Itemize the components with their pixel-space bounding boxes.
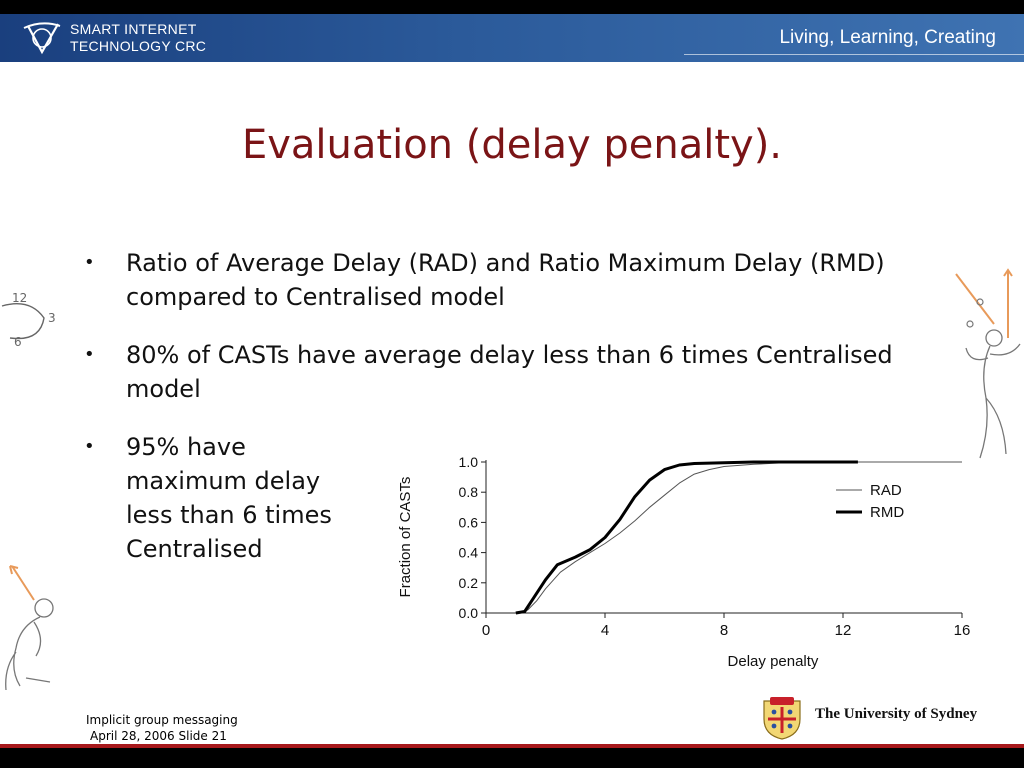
university-crest-icon [763, 697, 801, 740]
chart-lines [515, 460, 962, 615]
smart-internet-logo-icon [23, 22, 61, 55]
bullet-text: 95% have maximum delay less than 6 times… [126, 433, 332, 563]
x-tick-label: 12 [835, 622, 852, 639]
org-name: SMART INTERNET TECHNOLOGY CRC [70, 21, 206, 55]
svg-text:12: 12 [12, 291, 27, 305]
svg-text:3: 3 [48, 311, 56, 325]
series-line-rmd [515, 460, 858, 615]
bullet-item: • 95% have maximum delay less than 6 tim… [84, 430, 346, 566]
bullet-dot-icon: • [84, 252, 95, 273]
y-tick-label: 0.6 [459, 514, 479, 530]
bullet-text: Ratio of Average Delay (RAD) and Ratio M… [126, 249, 885, 311]
x-axis-label: Delay penalty [728, 653, 819, 670]
x-tick-label: 0 [482, 622, 490, 639]
top-border [0, 0, 1024, 14]
legend-label: RAD [870, 482, 902, 499]
y-tick-label: 0.2 [459, 575, 479, 591]
chart-ticks: 0.0 0.2 0.4 0.6 0.8 1.0 0 4 8 12 16 [459, 454, 971, 639]
footer-line1: Implicit group messaging [86, 713, 238, 727]
bullet-item: • Ratio of Average Delay (RAD) and Ratio… [84, 246, 944, 314]
slide-title: Evaluation (delay penalty). [241, 122, 783, 168]
footer-red-bar [0, 744, 1024, 748]
x-tick-label: 16 [954, 622, 971, 639]
y-tick-label: 0.8 [459, 484, 479, 500]
bottom-border [0, 748, 1024, 768]
bullet-text: 80% of CASTs have average delay less tha… [126, 341, 893, 403]
legend-label: RMD [870, 504, 904, 521]
clock-sketch-icon: 12 3 6 [1, 291, 56, 349]
y-tick-label: 0.0 [459, 605, 479, 621]
x-tick-label: 8 [720, 622, 728, 639]
x-tick-label: 4 [601, 622, 609, 639]
y-tick-label: 1.0 [459, 454, 479, 470]
y-axis-label: Fraction of CASTs [397, 477, 414, 598]
juggler-sketch-icon [955, 268, 1021, 459]
org-name-line1: SMART INTERNET [70, 21, 197, 37]
y-tick-label: 0.4 [459, 545, 479, 561]
footer-caption: Implicit group messaging April 28, 2006 … [86, 712, 238, 744]
university-name: The University of Sydney [815, 706, 978, 722]
bullet-dot-icon: • [84, 344, 95, 365]
thinker-sketch-icon [5, 565, 54, 691]
bullet-item: • 80% of CASTs have average delay less t… [84, 338, 944, 406]
org-name-line2: TECHNOLOGY CRC [70, 38, 207, 54]
series-line-rad [515, 461, 962, 614]
header-divider [684, 54, 1024, 55]
footer-line2: April 28, 2006 Slide 21 [90, 729, 227, 743]
svg-text:6: 6 [14, 335, 22, 349]
tagline: Living, Learning, Creating [779, 27, 996, 48]
header-banner: SMART INTERNET TECHNOLOGY CRC Living, Le… [0, 14, 1024, 62]
bullet-list: • Ratio of Average Delay (RAD) and Ratio… [84, 246, 944, 566]
chart-legend: RAD RMD [836, 482, 904, 521]
delay-penalty-chart: 0.0 0.2 0.4 0.6 0.8 1.0 0 4 8 12 16 RAD RMD Delay p… [397, 454, 971, 670]
bullet-dot-icon: • [84, 436, 95, 457]
